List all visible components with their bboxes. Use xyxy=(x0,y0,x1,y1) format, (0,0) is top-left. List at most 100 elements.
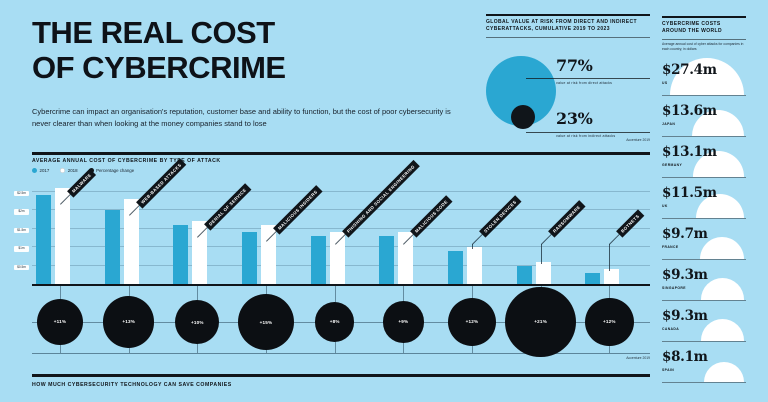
cost-arc xyxy=(701,278,744,300)
y-axis-tick-label: $0.5m xyxy=(14,264,29,270)
risk-source-note: Accenture 2019 xyxy=(626,138,650,142)
percentage-change-circle: +13% xyxy=(103,296,155,348)
page-title: THE REAL COST OF CYBERCRIME xyxy=(32,15,286,85)
cost-value: $27.4m xyxy=(662,61,717,78)
category-connector-line xyxy=(540,233,551,245)
bar-2018-4 xyxy=(329,232,345,284)
bar-2018-2 xyxy=(192,221,208,284)
legend-label: Percentage change xyxy=(96,168,135,173)
category-connector-vline xyxy=(609,244,611,272)
page-title-line1: THE REAL COST xyxy=(32,15,275,50)
percentage-change-circle: +12% xyxy=(584,297,634,347)
chart-bottom-rule xyxy=(32,353,650,354)
panel-top-rule xyxy=(486,14,650,16)
attack-type-label: Web-based attacks xyxy=(135,157,186,209)
attack-cost-chart: Average annual cost of cybercrime by typ… xyxy=(14,152,650,374)
cost-value: $11.5m xyxy=(662,184,717,201)
panel-top-rule xyxy=(32,152,650,155)
bar-2018-6 xyxy=(467,247,482,284)
bar-2018-3 xyxy=(261,224,276,284)
world-costs-subheading: Average annual cost of cyber attacks for… xyxy=(662,41,744,51)
cost-arc xyxy=(701,319,744,341)
world-cost-item: $9.3m Singapore xyxy=(662,260,746,301)
bar-2017-6 xyxy=(448,250,463,284)
cost-value: $13.6m xyxy=(662,102,717,119)
bar-2018-1 xyxy=(123,198,139,284)
bar-2017-1 xyxy=(104,210,120,284)
cost-value: $13.1m xyxy=(662,143,717,160)
indirect-attacks-circle xyxy=(511,105,535,129)
indirect-pct-value: 23% xyxy=(556,109,593,128)
category-connector-vline xyxy=(540,244,542,264)
legend-item: 2017 xyxy=(32,168,49,173)
direct-leader-line xyxy=(526,78,650,79)
bar-2017-7 xyxy=(516,265,532,284)
y-axis-tick-label: $2m xyxy=(14,209,29,215)
world-costs-heading: Cybercrime costs around the world xyxy=(662,18,746,40)
cost-country-label: France xyxy=(662,244,679,249)
attack-chart-source-note: Accenture 2019 xyxy=(626,356,650,360)
category-connector-line xyxy=(471,233,483,245)
y-axis-tick-label: $1m xyxy=(14,246,29,252)
cost-arc xyxy=(704,361,744,382)
category-connector-line xyxy=(608,233,620,245)
bar-2017-8 xyxy=(585,272,601,284)
bar-2017-2 xyxy=(173,224,189,284)
world-cost-item: $8.1m Spain xyxy=(662,342,746,383)
bar-2018-7 xyxy=(535,261,551,284)
cost-country-label: Canada xyxy=(662,326,680,331)
category-diagonal-label: Web-based attacks xyxy=(128,157,186,216)
attack-type-label: Ransomware xyxy=(547,200,585,238)
bar-2018-8 xyxy=(604,269,620,284)
category-connector-vline xyxy=(472,244,473,250)
panel-top-rule xyxy=(662,16,746,18)
world-cost-item: $27.4m US xyxy=(662,55,746,96)
percentage-change-circle: +10% xyxy=(175,300,220,344)
percentage-change-circle: +11% xyxy=(36,298,84,346)
attack-type-label: Botnets xyxy=(616,209,645,238)
percentage-change-circle: +9% xyxy=(382,301,425,343)
category-diagonal-label: Malicious code xyxy=(402,194,453,245)
bar-2017-5 xyxy=(379,235,395,284)
indirect-leader-line xyxy=(526,132,650,133)
legend-swatch-teal xyxy=(32,168,37,173)
intro-text: Cybercrime can impact an organisation's … xyxy=(32,107,451,128)
cost-value: $9.3m xyxy=(662,266,708,283)
cost-country-label: Singapore xyxy=(662,285,686,290)
cost-country-label: US xyxy=(662,80,668,85)
cost-country-label: Japan xyxy=(662,121,676,126)
attack-type-label: Phishing and social engineering xyxy=(341,159,419,238)
attack-chart-plot: $0.5m $1m $1.5m $2m $2.5m Malware Web-based at… xyxy=(14,157,650,286)
percentage-change-circle: +21% xyxy=(505,286,576,358)
category-diagonal-label: Stolen devices xyxy=(471,195,521,245)
cost-country-label: Germany xyxy=(662,162,683,167)
attack-type-label: Stolen devices xyxy=(478,195,521,238)
world-cost-item: $13.1m Germany xyxy=(662,137,746,178)
legend-item: 2018 xyxy=(60,168,78,173)
percentage-change-row: +11% +13% +10% +15% +8% +9% +12% +21% +12% xyxy=(32,286,650,358)
y-axis-tick-label: $1.5m xyxy=(14,227,29,234)
bar-2018-0 xyxy=(55,187,70,284)
attack-chart-heading: Average annual cost of cybercrime by typ… xyxy=(32,158,221,164)
world-cost-item: $9.3m Canada xyxy=(662,301,746,342)
page-title-line2: OF CYBERCRIME xyxy=(32,49,286,85)
world-cost-item: $9.7m France xyxy=(662,219,746,260)
cost-value: $8.1m xyxy=(662,348,708,365)
cost-country-label: UK xyxy=(662,203,668,208)
gridline xyxy=(32,209,650,211)
legend-label: 2017 xyxy=(39,168,50,173)
attack-type-label: Malicious code xyxy=(410,194,453,238)
bar-2017-0 xyxy=(36,195,51,284)
bar-2017-4 xyxy=(310,235,326,284)
category-diagonal-label: Malicious insiders xyxy=(265,184,323,242)
cost-arc xyxy=(700,236,744,259)
value-at-risk-panel: Global value at risk from direct and ind… xyxy=(486,14,650,146)
y-axis-tick-label: $2.5m xyxy=(14,190,29,197)
direct-pct-value: 77% xyxy=(556,56,593,75)
world-costs-panel: Cybercrime costs around the world Averag… xyxy=(662,16,746,383)
bar-2017-3 xyxy=(242,232,257,284)
legend-label: 2018 xyxy=(67,168,78,173)
percentage-change-circle: +8% xyxy=(315,302,355,342)
direct-pct-label: value at risk from direct attacks xyxy=(556,81,613,85)
gridline xyxy=(32,190,650,192)
